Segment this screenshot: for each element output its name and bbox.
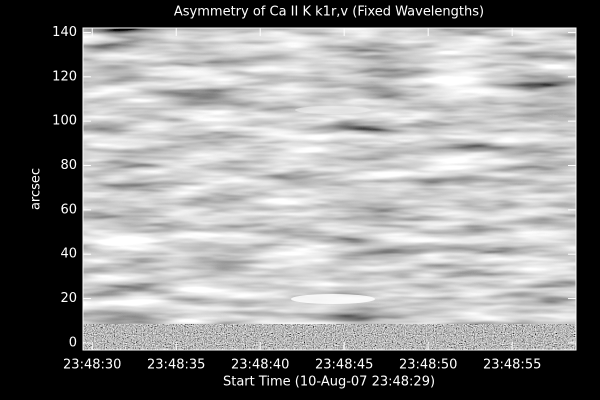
chart-title: Asymmetry of Ca II K k1r,v (Fixed Wavele… <box>174 5 484 20</box>
x-tick-label: 23:48:30 <box>63 358 121 373</box>
plot-frame <box>82 27 577 351</box>
y-tick-label: 80 <box>60 158 77 173</box>
x-tick-label: 23:48:50 <box>399 358 457 373</box>
y-tick-label: 100 <box>52 114 77 129</box>
y-tick-label: 0 <box>69 335 77 350</box>
x-tick-label: 23:48:45 <box>315 358 373 373</box>
x-tick-label: 23:48:40 <box>231 358 289 373</box>
x-axis-label: Start Time (10-Aug-07 23:48:29) <box>223 375 435 390</box>
y-tick-label: 20 <box>60 291 77 306</box>
y-tick-label: 60 <box>60 202 77 217</box>
y-tick-label: 120 <box>52 69 77 84</box>
x-tick-label: 23:48:35 <box>147 358 205 373</box>
image-texture <box>83 28 576 350</box>
x-tick-label: 23:48:55 <box>483 358 541 373</box>
y-tick-label: 40 <box>60 247 77 262</box>
y-axis-label: arcsec <box>29 168 44 210</box>
y-tick-label: 140 <box>52 25 77 40</box>
